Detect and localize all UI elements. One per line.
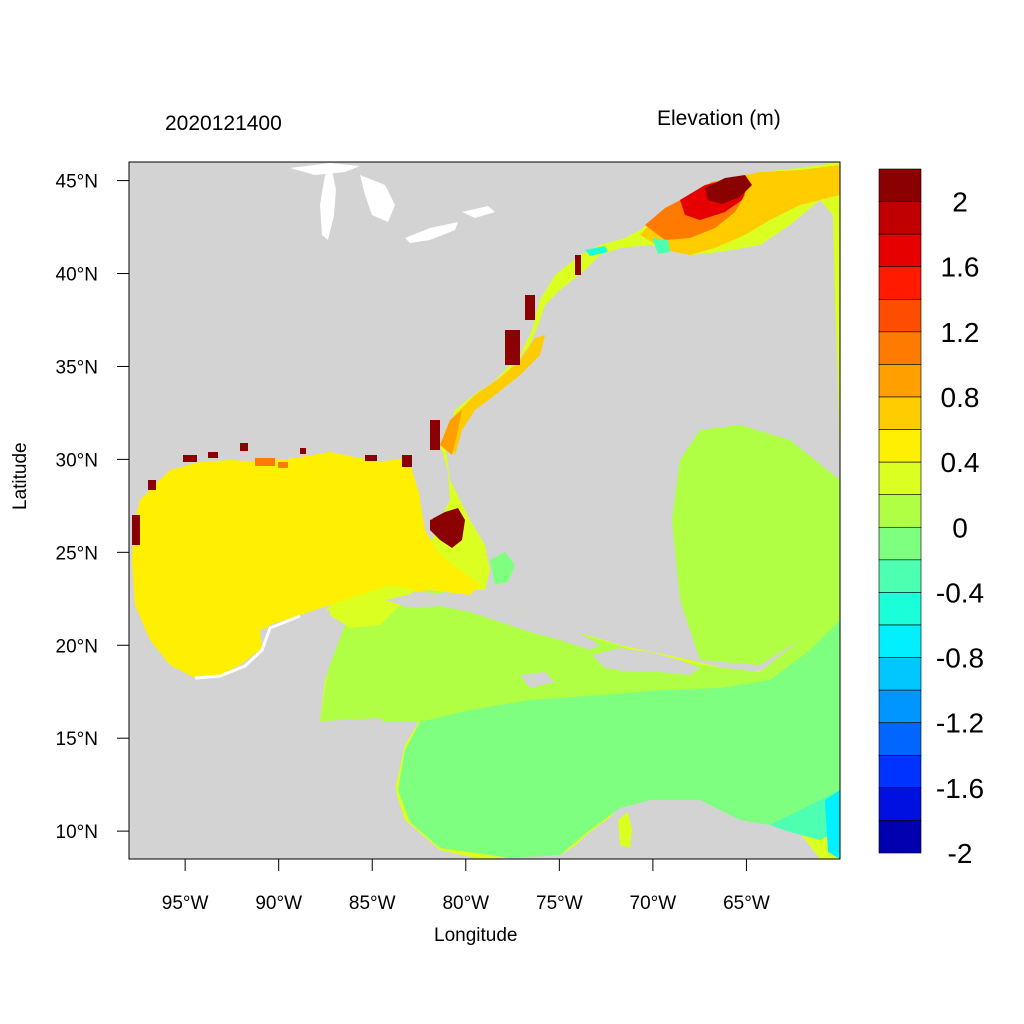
colorbar-segment <box>878 559 922 593</box>
south-florida-surge <box>430 508 465 548</box>
us-gulf-coast-land <box>129 440 420 470</box>
variable-title: Elevation (m) <box>657 107 781 130</box>
y-tick-label: 40°N <box>56 265 98 286</box>
bahamas-bank <box>490 552 515 585</box>
y-tick-label: 30°N <box>56 450 98 471</box>
colorbar-label: 2 <box>952 187 968 218</box>
gulf-of-mexico <box>132 452 480 678</box>
colorbar-segment <box>878 494 922 528</box>
colorbar-label: -1.2 <box>936 708 984 739</box>
date-title: 2020121400 <box>165 112 282 135</box>
colorbar-segment <box>878 364 922 398</box>
colorbar-label: 0.8 <box>941 382 980 413</box>
east-edge-low <box>825 790 840 859</box>
long-island-sound-low <box>585 246 608 256</box>
colorbar-segment <box>878 526 922 561</box>
mexico-gulf-shore-white <box>194 614 301 680</box>
colorbar-segment <box>878 461 922 496</box>
yucatan-central-america <box>129 610 430 859</box>
x-tick-label: 95°W <box>162 893 209 914</box>
x-tick-label: 65°W <box>723 893 770 914</box>
venezuela-coast-low <box>770 790 840 840</box>
x-axis-label: Longitude <box>434 925 518 946</box>
gulf-of-maine-max <box>705 175 752 204</box>
colorbar-segment <box>878 298 922 333</box>
y-tick-label: 10°N <box>56 822 98 843</box>
colorbar-label: -0.4 <box>936 577 984 608</box>
x-tick-label: 80°W <box>442 893 489 914</box>
colorbar-segment <box>878 820 922 854</box>
x-axis-ticks: 95°W 90°W 85°W 80°W 75°W 70°W 65°W <box>162 859 770 914</box>
nantucket-low <box>652 238 670 254</box>
lake-huron <box>360 175 395 222</box>
colorbar-segment <box>878 168 922 202</box>
caribbean-sea-south <box>398 620 840 858</box>
colorbar-label: 0.4 <box>941 447 980 478</box>
colorbar-segment <box>878 266 922 300</box>
lake-superior <box>290 163 360 175</box>
colorbar-label: -2 <box>948 838 973 869</box>
colorbar-segment <box>878 754 922 789</box>
colorbar-label: -0.8 <box>936 643 984 674</box>
open-atlantic-east <box>672 425 840 665</box>
florida-peninsula <box>410 448 445 520</box>
coastal-surge-orange <box>255 458 288 468</box>
y-tick-label: 20°N <box>56 636 98 657</box>
colorbar-segment <box>878 787 922 821</box>
lake-erie <box>405 222 458 243</box>
colorbar-segment <box>878 429 922 463</box>
colorbar-segment <box>878 396 922 430</box>
colorbar <box>878 168 922 854</box>
lake-ontario <box>462 206 495 218</box>
colorbar-segment <box>878 689 922 724</box>
lake-maracaibo <box>618 812 632 848</box>
x-tick-label: 70°W <box>630 893 677 914</box>
colorbar-segment <box>878 657 922 691</box>
colorbar-segment <box>878 592 922 626</box>
x-tick-label: 75°W <box>536 893 583 914</box>
x-tick-label: 90°W <box>255 893 302 914</box>
colorbar-label: 0 <box>952 512 968 543</box>
colorbar-segment <box>878 722 922 756</box>
colorbar-labels: 2 1.6 1.2 0.8 0.4 0 -0.4 -0.8 -1.2 -1.6 -2 <box>936 187 984 869</box>
jamaica <box>520 672 555 688</box>
cuba <box>385 592 600 650</box>
lake-michigan <box>320 170 336 240</box>
hispaniola <box>592 648 700 675</box>
colorbar-label: 1.6 <box>941 252 980 283</box>
colorbar-segment <box>878 331 922 365</box>
map-plot-area <box>129 162 840 859</box>
plot-frame <box>128 161 841 860</box>
colorbar-segment <box>878 201 922 235</box>
florida-atlantic-coast <box>440 410 462 455</box>
colorbar-segment <box>878 233 922 268</box>
gulf-of-mexico-southwest <box>325 585 415 628</box>
y-tick-label: 15°N <box>56 729 98 750</box>
colorbar-label: 1.2 <box>941 317 980 348</box>
y-axis-ticks: 45°N 40°N 35°N 30°N 25°N 20°N 15°N 10°N <box>56 172 129 843</box>
colorbar-segment <box>878 624 922 658</box>
colorbar-label: -1.6 <box>936 773 984 804</box>
y-tick-label: 45°N <box>56 172 98 193</box>
coastal-surge-speckles <box>132 255 581 545</box>
y-tick-label: 25°N <box>56 543 98 564</box>
y-tick-label: 35°N <box>56 357 98 378</box>
x-tick-label: 85°W <box>349 893 396 914</box>
